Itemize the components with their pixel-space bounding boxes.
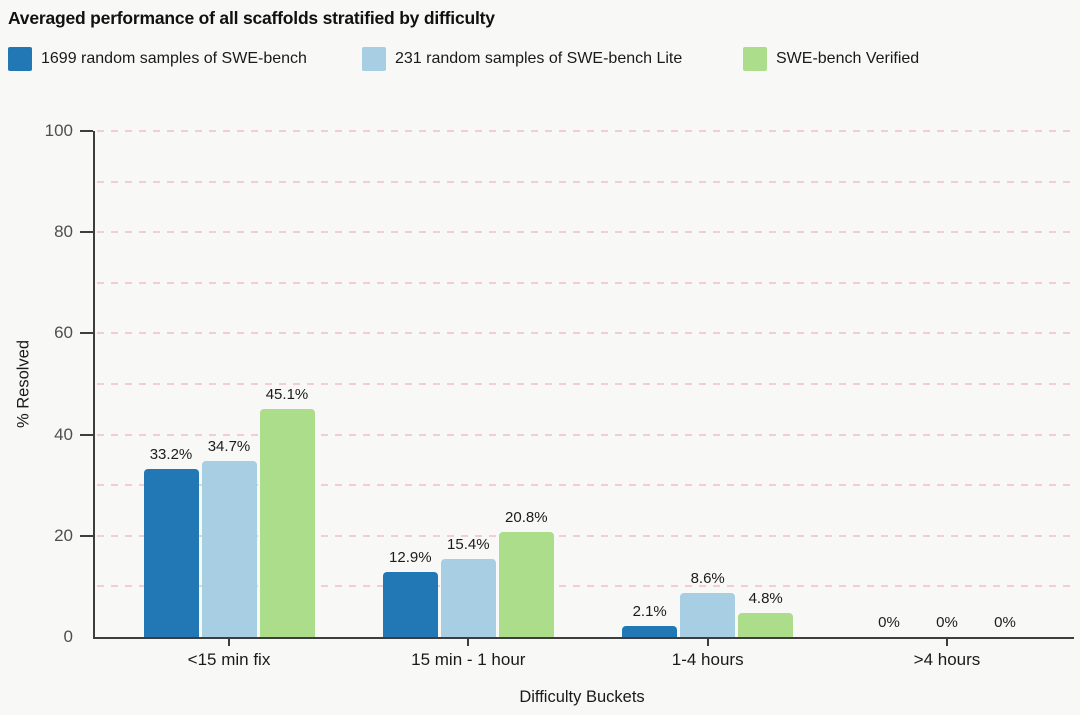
bar-value-label: 34.7%: [207, 438, 251, 456]
x-axis-tick: [946, 637, 948, 646]
legend-item: 1699 random samples of SWE-bench: [8, 47, 307, 71]
bar-value-label: 0%: [994, 614, 1016, 631]
bar: [382, 571, 438, 637]
chart-title: Averaged performance of all scaffolds st…: [8, 8, 495, 28]
legend-swatch-icon: [743, 47, 767, 71]
bar-value-label: 2.1%: [632, 603, 667, 621]
y-axis-tick: [80, 130, 93, 132]
y-axis-title: % Resolved: [14, 339, 33, 429]
x-axis-category-label: <15 min fix: [187, 650, 271, 669]
plot-area: 0 20 40 60 80 100 <15 min fix 33.2% 34.7% 45.1% 15…: [45, 122, 1074, 669]
x-axis-category-label: 1-4 hours: [671, 650, 744, 669]
y-axis-tick-label: 0: [63, 627, 73, 646]
legend-swatch-icon: [362, 47, 386, 71]
bar-value-label: 15.4%: [447, 536, 490, 554]
bar-value-label: 45.1%: [265, 385, 309, 403]
bar: [259, 408, 315, 637]
y-axis-tick-label: 100: [44, 121, 73, 140]
legend-item: 231 random samples of SWE-bench Lite: [362, 47, 682, 71]
bar: [680, 593, 736, 637]
y-axis-tick-label: 40: [54, 424, 73, 444]
y-axis-tick: [80, 534, 93, 537]
x-axis-category-label: >4 hours: [913, 650, 981, 669]
gridline: [97, 231, 1074, 234]
bar: [440, 559, 496, 637]
x-axis-tick: [228, 637, 230, 646]
gridline: [97, 332, 1074, 335]
gridline: [97, 281, 1074, 284]
x-axis-tick: [706, 637, 709, 646]
bar: [143, 469, 199, 637]
y-axis-tick-label: 80: [54, 222, 73, 242]
y-axis-tick-label: 20: [54, 525, 73, 545]
legend-swatch-icon: [8, 47, 32, 71]
legend-label: 231 random samples of SWE-bench Lite: [395, 50, 683, 67]
y-axis-tick: [80, 433, 93, 436]
legend-label: 1699 random samples of SWE-bench: [41, 50, 307, 67]
bar: [498, 531, 554, 637]
x-axis-title: Difficulty Buckets: [519, 688, 645, 706]
y-axis-tick: [80, 332, 93, 335]
bar: [201, 461, 257, 637]
y-axis-tick-label: 60: [54, 323, 73, 343]
gridline: [97, 433, 1074, 436]
x-axis-tick: [467, 637, 470, 646]
x-axis-category-label: 15 min - 1 hour: [411, 650, 526, 669]
gridline: [97, 180, 1074, 183]
bar-value-label: 33.2%: [149, 446, 193, 464]
bar: [622, 626, 678, 637]
bar-value-label: 20.8%: [505, 508, 548, 526]
gridline: [97, 383, 1074, 385]
gridline: [97, 130, 1074, 132]
y-axis-tick: [80, 231, 93, 234]
bar: [738, 612, 794, 637]
bar-value-label: 4.8%: [748, 589, 783, 607]
legend: 1699 random samples of SWE-bench 231 rand…: [0, 47, 1080, 71]
bar-value-label: 8.6%: [690, 570, 725, 588]
bar-value-label: 0%: [878, 614, 900, 631]
legend-item: SWE-bench Verified: [743, 47, 919, 71]
legend-label: SWE-bench Verified: [776, 50, 920, 67]
bar-value-label: 0%: [936, 614, 958, 631]
bar-value-label: 12.9%: [389, 548, 432, 566]
